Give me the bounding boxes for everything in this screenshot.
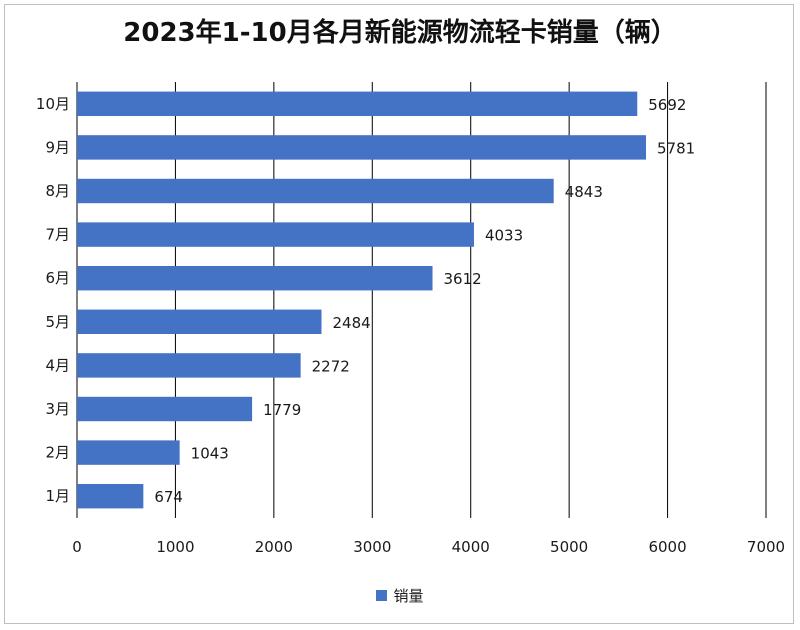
data-label: 3612 (444, 270, 482, 288)
data-label: 1779 (263, 401, 301, 419)
chart-title: 2023年1-10月各月新能源物流轻卡销量（辆） (123, 18, 677, 48)
bar (77, 353, 301, 378)
bar (77, 222, 474, 247)
category-label: 6月 (45, 269, 70, 287)
x-tick-label: 0 (72, 538, 82, 556)
bar (77, 483, 144, 509)
category-label: 8月 (45, 182, 70, 200)
data-label: 2272 (312, 357, 350, 375)
x-tick-label: 5000 (550, 538, 588, 556)
category-label: 3月 (45, 400, 70, 418)
x-tick-label: 3000 (353, 538, 391, 556)
bars (77, 91, 647, 509)
category-label: 10月 (36, 95, 70, 113)
x-axis-ticks: 0 1000 2000 3000 4000 5000 6000 7000 (72, 538, 785, 556)
x-tick-label: 7000 (747, 538, 785, 556)
x-tick-label: 2000 (255, 538, 293, 556)
data-label: 1043 (191, 445, 229, 463)
category-label: 1月 (45, 487, 70, 505)
category-label: 7月 (45, 226, 70, 244)
category-label: 2月 (45, 444, 70, 462)
legend-label: 销量 (393, 587, 424, 605)
legend: 销量 (0, 585, 800, 606)
data-label: 674 (154, 488, 183, 506)
x-tick-label: 4000 (452, 538, 490, 556)
bar (77, 265, 433, 291)
category-label: 9月 (45, 138, 70, 156)
category-labels: 10月 9月 8月 7月 6月 5月 4月 3月 2月 1月 (36, 95, 70, 505)
bar (77, 440, 180, 465)
x-tick-label: 1000 (156, 538, 194, 556)
legend-swatch (376, 590, 388, 601)
category-label: 4月 (45, 356, 70, 374)
data-label: 2484 (332, 314, 370, 332)
data-label: 4843 (565, 183, 603, 201)
data-label: 5781 (657, 139, 695, 157)
x-tick-label: 6000 (648, 538, 686, 556)
bar (77, 91, 638, 117)
data-labels: 5692 5781 4843 4033 3612 2484 2272 1779 1043 674 (154, 96, 695, 506)
bar (77, 396, 253, 422)
data-label: 4033 (485, 227, 523, 245)
bar (77, 309, 322, 335)
data-label: 5692 (648, 96, 686, 114)
category-label: 5月 (45, 313, 70, 331)
bar (77, 178, 554, 204)
bar (77, 135, 647, 160)
